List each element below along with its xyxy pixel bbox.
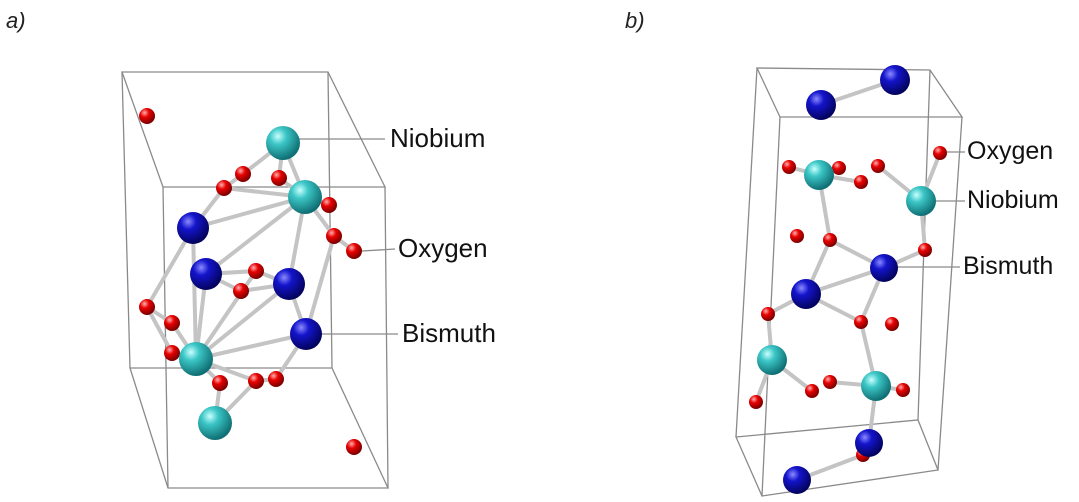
panel-a-leaders bbox=[296, 138, 398, 335]
oxygen-atom bbox=[248, 263, 264, 279]
oxygen-atom bbox=[871, 159, 885, 173]
oxygen-atom bbox=[326, 228, 342, 244]
panel-b-oxygen-label: Oxygen bbox=[967, 137, 1054, 165]
oxygen-atom bbox=[761, 307, 775, 321]
oxygen-atom bbox=[823, 375, 837, 389]
oxygen-atom bbox=[216, 180, 232, 196]
oxygen-atom bbox=[885, 317, 899, 331]
oxygen-atom bbox=[139, 108, 155, 124]
niobium-atom bbox=[179, 342, 213, 376]
panel-b-structure bbox=[735, 65, 965, 497]
panel-a-label: a) bbox=[6, 8, 26, 33]
oxygen-atom bbox=[823, 233, 837, 247]
panel-a-structure bbox=[121, 71, 398, 489]
niobium-atom bbox=[288, 180, 322, 214]
oxygen-atom bbox=[790, 229, 804, 243]
oxygen-atom bbox=[233, 283, 249, 299]
panel-b-unit-cell bbox=[735, 67, 964, 497]
panel-a-oxygen-atoms bbox=[139, 108, 362, 455]
bismuth-atom bbox=[791, 279, 821, 309]
panel-b-bismuth-atoms bbox=[783, 65, 910, 494]
oxygen-atom bbox=[321, 197, 337, 213]
niobium-atom bbox=[861, 371, 891, 401]
panel-b-niobium-atoms bbox=[757, 160, 936, 401]
oxygen-atom bbox=[346, 243, 362, 259]
panel-b-niobium-label: Niobium bbox=[967, 186, 1059, 214]
niobium-atom bbox=[198, 406, 232, 440]
niobium-atom bbox=[266, 126, 300, 160]
oxygen-atom bbox=[854, 175, 868, 189]
oxygen-atom bbox=[749, 395, 763, 409]
oxygen-atom bbox=[268, 371, 284, 387]
panel-a-oxygen-label: Oxygen bbox=[398, 233, 488, 263]
oxygen-atom bbox=[832, 161, 846, 175]
panel-a-niobium-atoms bbox=[179, 126, 322, 440]
bismuth-atom bbox=[290, 318, 322, 350]
panel-b-label: b) bbox=[625, 8, 645, 33]
oxygen-atom bbox=[933, 146, 947, 160]
oxygen-atom bbox=[782, 160, 796, 174]
oxygen-atom bbox=[854, 315, 868, 329]
bismuth-atom bbox=[190, 258, 222, 290]
oxygen-atom bbox=[346, 439, 362, 455]
bismuth-atom bbox=[855, 429, 883, 457]
panel-a-bismuth-label: Bismuth bbox=[402, 318, 496, 348]
oxygen-atom bbox=[896, 383, 910, 397]
oxygen-atom bbox=[164, 345, 180, 361]
oxygen-atom bbox=[918, 243, 932, 257]
panel-a-niobium-label: Niobium bbox=[390, 123, 486, 153]
niobium-atom bbox=[906, 186, 936, 216]
panel-b-bismuth-label: Bismuth bbox=[963, 252, 1054, 280]
bismuth-atom bbox=[273, 268, 305, 300]
bismuth-atom bbox=[880, 65, 910, 95]
oxygen-atom bbox=[271, 170, 287, 186]
oxygen-atom bbox=[235, 166, 251, 182]
panel-a-bismuth-atoms bbox=[177, 212, 322, 350]
oxygen-atom bbox=[805, 384, 819, 398]
oxygen-atom bbox=[248, 373, 264, 389]
panel-b-leaders bbox=[898, 151, 965, 268]
bismuth-atom bbox=[783, 466, 811, 494]
niobium-atom bbox=[757, 345, 787, 375]
niobium-atom bbox=[804, 160, 834, 190]
oxygen-atom bbox=[139, 299, 155, 315]
oxygen-atom bbox=[212, 375, 228, 391]
bismuth-atom bbox=[177, 212, 209, 244]
bismuth-atom bbox=[870, 254, 898, 282]
bismuth-atom bbox=[806, 90, 836, 120]
oxygen-atom bbox=[164, 315, 180, 331]
